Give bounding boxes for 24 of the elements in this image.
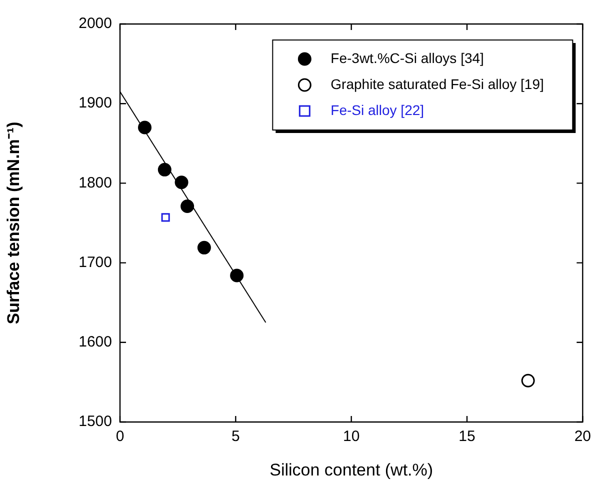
legend-label: Graphite saturated Fe-Si alloy [19]	[330, 76, 544, 92]
x-tick-label: 0	[116, 428, 124, 446]
point	[521, 374, 535, 388]
x-tick-label: 5	[231, 428, 240, 446]
y-tick-label: 1500	[78, 413, 112, 430]
y-tick-label: 1800	[78, 174, 112, 192]
point	[230, 268, 244, 282]
point	[180, 200, 194, 214]
x-axis-title: Silicon content (wt.%)	[270, 460, 434, 480]
y-tick-label: 1900	[78, 94, 112, 112]
x-tick-label: 20	[574, 428, 591, 446]
y-axis-title: Surface tension (mN.m⁻¹)	[4, 122, 23, 324]
point	[138, 120, 152, 134]
x-tick-label: 10	[342, 428, 360, 446]
point	[161, 213, 170, 222]
legend-label: Fe-3wt.%C-Si alloys [34]	[330, 50, 484, 66]
point	[158, 162, 172, 176]
y-tick-label: 2000	[78, 15, 112, 32]
legend-label: Fe-Si alloy [22]	[330, 102, 424, 118]
y-tick-label: 1700	[78, 254, 112, 271]
point	[174, 176, 188, 190]
y-tick-label: 1600	[78, 334, 112, 351]
x-tick-label: 15	[458, 428, 476, 446]
point	[197, 240, 211, 254]
